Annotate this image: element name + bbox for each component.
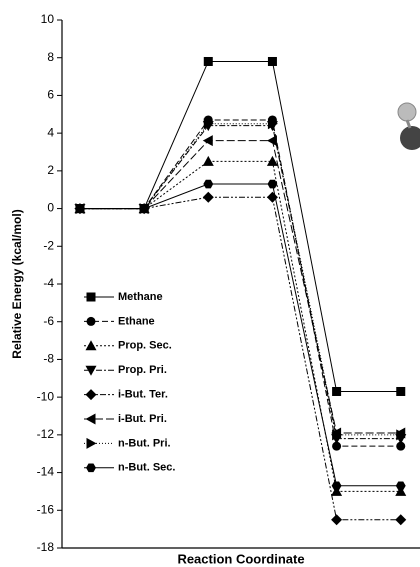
y-tick-label: -16 [37, 502, 55, 516]
marker [332, 481, 342, 490]
legend-label: Methane [118, 291, 163, 303]
y-tick-label: -6 [43, 314, 54, 328]
legend-marker [86, 414, 96, 425]
marker [267, 135, 277, 146]
legend-entry: i-But. Ter. [84, 389, 168, 401]
marker [396, 481, 406, 490]
legend-marker [86, 389, 97, 400]
legend-label: n-But. Pri. [118, 437, 171, 449]
atom [398, 103, 416, 121]
chart: Relative Energy (kcal/mol) Reaction Coor… [0, 0, 420, 567]
marker [203, 156, 214, 166]
legend-entry: Prop. Sec. [84, 340, 172, 352]
marker [203, 135, 213, 146]
molecule-icon [398, 103, 420, 150]
y-tick-label: -18 [37, 540, 55, 554]
legend-label: n-But. Sec. [118, 462, 175, 474]
y-tick-label: 8 [47, 50, 54, 64]
marker [331, 514, 342, 525]
y-tick-label: 6 [47, 88, 54, 102]
y-tick-label: 10 [41, 12, 55, 26]
bond [407, 120, 410, 128]
marker [395, 514, 406, 525]
marker [204, 57, 213, 66]
legend-marker [87, 317, 96, 326]
legend-marker [86, 340, 97, 350]
marker [203, 180, 213, 189]
y-tick-label: -4 [43, 276, 54, 290]
marker [332, 387, 341, 396]
x-axis-title: Reaction Coordinate [177, 551, 304, 566]
legend-label: i-But. Pri. [118, 413, 167, 425]
legend-entry: n-But. Sec. [84, 462, 175, 474]
legend-entry: Prop. Pri. [84, 364, 167, 376]
legend-label: i-But. Ter. [118, 389, 168, 401]
legend-marker [87, 438, 97, 449]
y-tick-label: -2 [43, 238, 54, 252]
legend-label: Ethane [118, 315, 155, 327]
legend-entry: Ethane [84, 315, 155, 327]
y-tick-label: 4 [47, 125, 54, 139]
marker [267, 180, 277, 189]
atom [400, 126, 420, 150]
legend-entry: n-But. Pri. [84, 437, 171, 449]
marker [268, 57, 277, 66]
legend-entry: Methane [84, 291, 163, 303]
legend-marker [87, 293, 96, 302]
y-axis-title: Relative Energy (kcal/mol) [10, 209, 24, 358]
legend-entry: i-But. Pri. [84, 413, 167, 425]
y-tick-label: -10 [37, 389, 55, 403]
marker [396, 387, 405, 396]
y-tick-label: -12 [37, 427, 55, 441]
marker [203, 192, 214, 203]
y-tick-label: -14 [37, 465, 55, 479]
legend-label: Prop. Sec. [118, 340, 172, 352]
y-tick-label: 2 [47, 163, 54, 177]
legend-label: Prop. Pri. [118, 364, 167, 376]
legend-marker [86, 464, 96, 473]
y-tick-label: 0 [47, 201, 54, 215]
y-tick-label: -8 [43, 352, 54, 366]
